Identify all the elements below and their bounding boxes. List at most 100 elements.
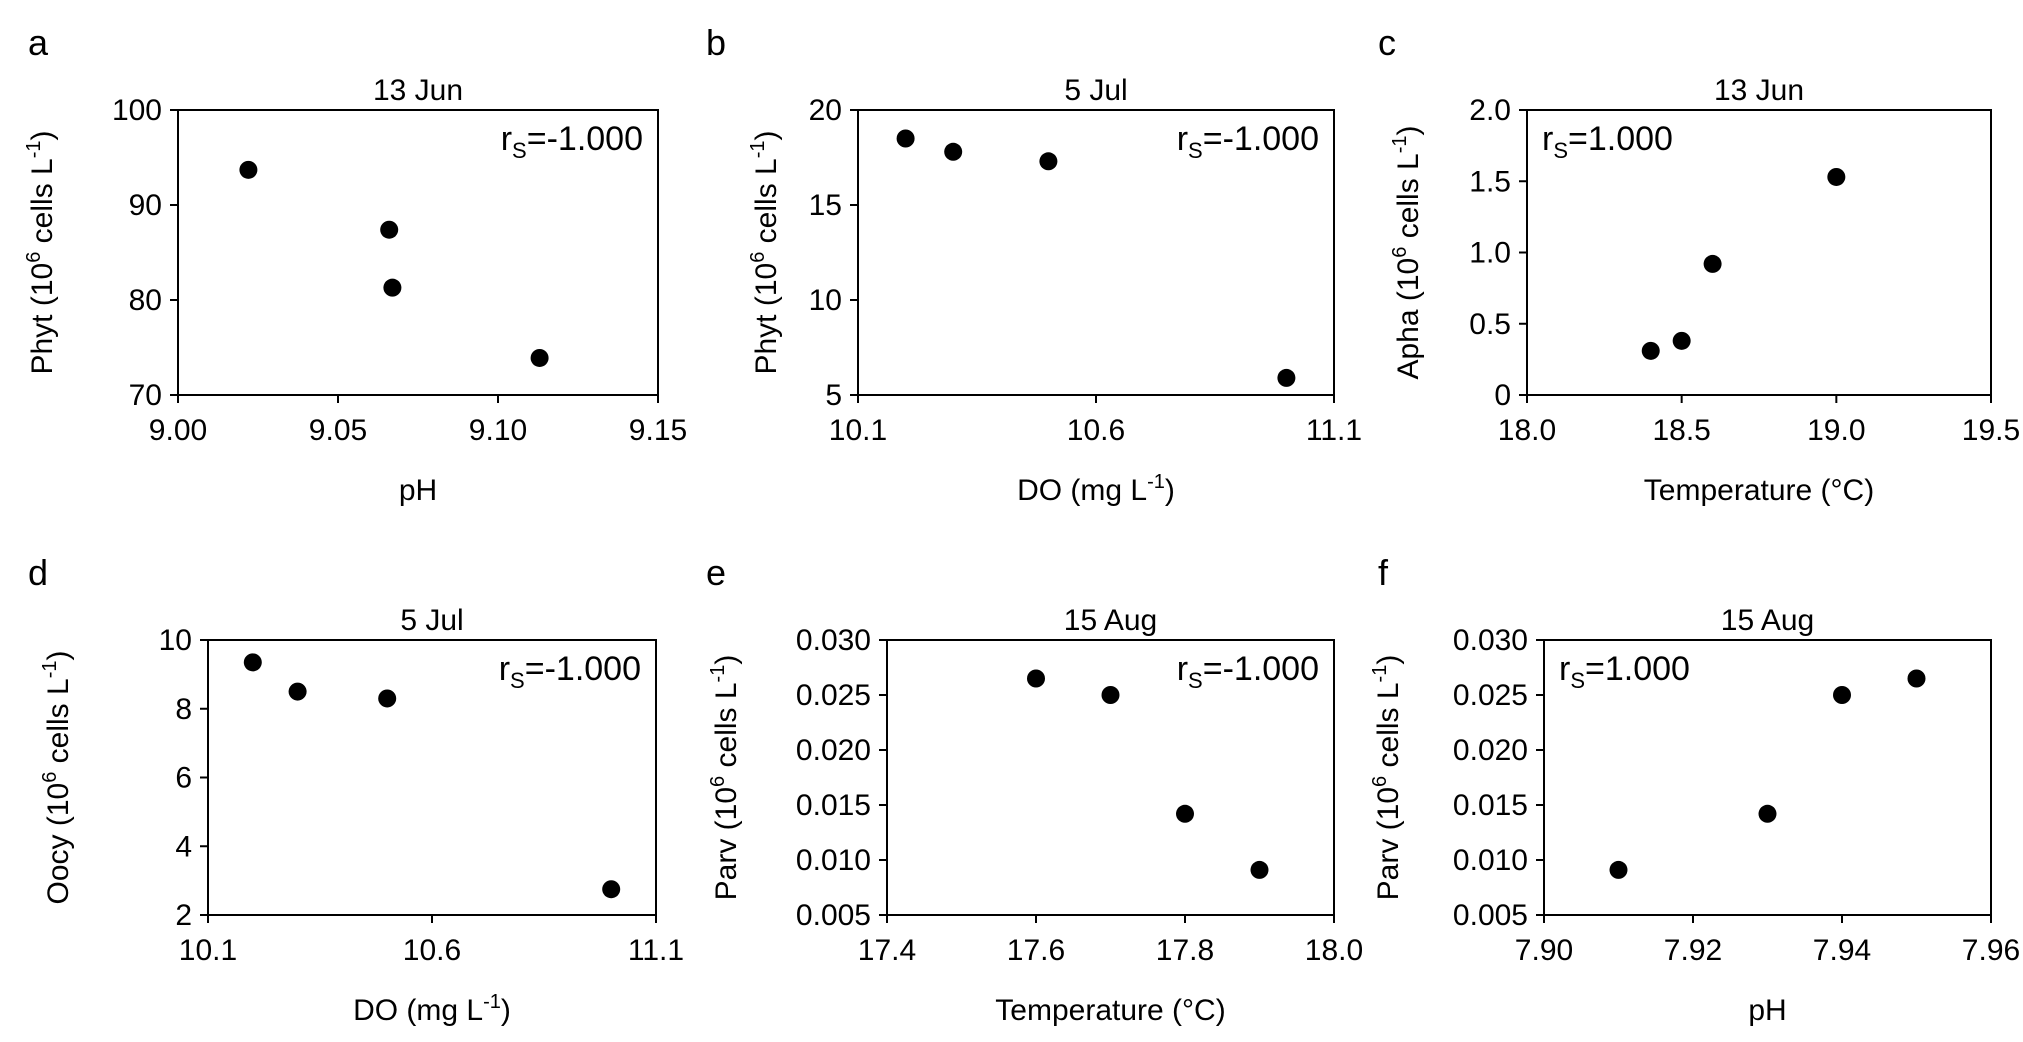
annotation-sub: S [1188, 138, 1203, 163]
panel-letter: a [28, 22, 49, 63]
plot-frame [1543, 639, 1992, 916]
y-tick-label: 0.015 [796, 789, 871, 822]
panel-letter: b [706, 22, 726, 63]
annotation-prefix: r [1542, 120, 1553, 158]
y-tick-label: 20 [809, 94, 842, 127]
y-axis-label-mid: cells L [1392, 153, 1425, 246]
x-tick-label: 7.96 [1962, 934, 2020, 967]
y-axis-label: Phyt (106 cells L-1) [747, 130, 783, 374]
y-tick-label: 0 [1494, 379, 1511, 412]
x-tick-label: 7.90 [1515, 934, 1573, 967]
y-tick-label: 5 [825, 379, 842, 412]
data-point [1827, 167, 1846, 186]
y-axis-label-text: Parv (10 [710, 787, 743, 900]
y-axis-label-text: Phyt (10 [26, 263, 59, 375]
panel-c: c 13 Jun 18.0 18.5 19.0 19.5 0 0.5 1.0 1.5 2.0 Temp… [1378, 22, 2020, 507]
x-tick-label: 10.6 [1067, 414, 1125, 447]
y-tick-label: 0.010 [796, 844, 871, 877]
y-axis-label-text: Apha (10 [1392, 258, 1425, 380]
data-point [243, 653, 262, 672]
x-tick-label: 17.6 [1007, 934, 1065, 967]
y-tick-label: 70 [129, 379, 162, 412]
y-axis-label-sup2: -1 [23, 140, 45, 158]
y-axis-label-sup: 6 [1389, 247, 1411, 258]
y-axis-label-close: ) [750, 130, 783, 140]
x-axis-label: DO (mg L-1) [1017, 471, 1175, 507]
annotation-value: =-1.000 [527, 120, 643, 158]
x-tick-label: 19.5 [1962, 414, 2020, 447]
chart-title: 15 Aug [1064, 604, 1157, 637]
x-tick-label: 18.0 [1498, 414, 1556, 447]
data-point [1027, 669, 1045, 688]
x-tick-label: 11.1 [1306, 414, 1362, 447]
y-axis-label-mid: cells L [1372, 682, 1405, 775]
y-axis-label-sup2: -1 [39, 660, 61, 678]
data-point [380, 220, 399, 239]
correlation-annotation: rS=-1.000 [1177, 650, 1319, 693]
x-tick-label: 9.05 [309, 414, 367, 447]
x-tick-label: 9.10 [469, 414, 527, 447]
x-axis-label-text: DO (mg L [1017, 474, 1147, 507]
y-axis-label-close: ) [710, 655, 743, 665]
data-point [1250, 860, 1269, 879]
annotation-value: =1.000 [1585, 650, 1690, 688]
y-axis-label-close: ) [42, 650, 75, 660]
x-axis-label-end: ) [501, 994, 511, 1027]
y-tick-label: 6 [175, 762, 192, 795]
chart-title: 13 Jun [373, 74, 463, 107]
plot-frame [886, 639, 1335, 916]
y-axis-label-sup: 6 [747, 252, 769, 263]
chart-title: 5 Jul [1064, 74, 1127, 107]
annotation-prefix: r [1177, 120, 1188, 158]
x-axis-label-end: ) [1165, 474, 1175, 507]
y-tick-label: 0.030 [796, 624, 871, 657]
x-tick-label: 9.15 [629, 414, 687, 447]
correlation-annotation: rS=1.000 [1559, 650, 1690, 693]
y-tick-label: 10 [809, 284, 842, 317]
data-point [896, 129, 915, 148]
data-point [1277, 368, 1296, 387]
chart-title: 5 Jul [400, 604, 463, 637]
data-point [1703, 254, 1722, 273]
y-tick-label: 0.005 [1453, 899, 1528, 932]
y-axis-label-mid: cells L [42, 678, 75, 771]
data-point [1039, 152, 1058, 171]
annotation-value: =-1.000 [525, 650, 641, 688]
x-tick-label: 7.92 [1664, 934, 1722, 967]
y-tick-label: 4 [175, 830, 192, 863]
panel-letter: e [706, 552, 726, 593]
x-axis-label-sup: -1 [1147, 471, 1165, 493]
x-tick-label: 10.1 [179, 934, 237, 967]
data-point [1176, 804, 1194, 823]
correlation-annotation: rS=-1.000 [499, 650, 641, 693]
y-axis-label-text: Phyt (10 [750, 263, 783, 375]
x-tick-label: 9.00 [149, 414, 207, 447]
y-axis-label-sup: 6 [23, 252, 45, 263]
correlation-annotation: rS=1.000 [1542, 120, 1673, 163]
annotation-sub: S [512, 138, 527, 163]
data-point [383, 278, 402, 297]
x-axis-label: pH [399, 474, 437, 507]
y-axis-label-sup: 6 [1369, 776, 1391, 787]
y-tick-label: 0.020 [796, 734, 871, 767]
correlation-annotation: rS=-1.000 [501, 120, 643, 163]
annotation-value: =1.000 [1568, 120, 1673, 158]
y-axis-label-mid: cells L [26, 158, 59, 251]
x-axis-label-text: pH [1748, 994, 1786, 1027]
y-axis-label-sup2: -1 [1369, 665, 1391, 683]
data-point [1609, 860, 1628, 879]
x-axis-label: Temperature (°C) [1644, 474, 1874, 507]
x-tick-label: 19.0 [1807, 414, 1865, 447]
y-tick-label: 1.0 [1469, 237, 1511, 270]
y-tick-label: 0.030 [1453, 624, 1528, 657]
panel-e: e 15 Aug 17.4 17.6 17.8 18.0 0.005 0.010 0.015 0.… [706, 552, 1363, 1027]
x-tick-label: 18.0 [1305, 934, 1363, 967]
y-axis-label-sup2: -1 [1389, 135, 1411, 153]
x-axis-label-text: DO (mg L [353, 994, 483, 1027]
x-axis-label: pH [1748, 994, 1786, 1027]
annotation-value: =-1.000 [1203, 650, 1319, 688]
y-tick-label: 2.0 [1469, 94, 1511, 127]
data-point [288, 682, 307, 701]
